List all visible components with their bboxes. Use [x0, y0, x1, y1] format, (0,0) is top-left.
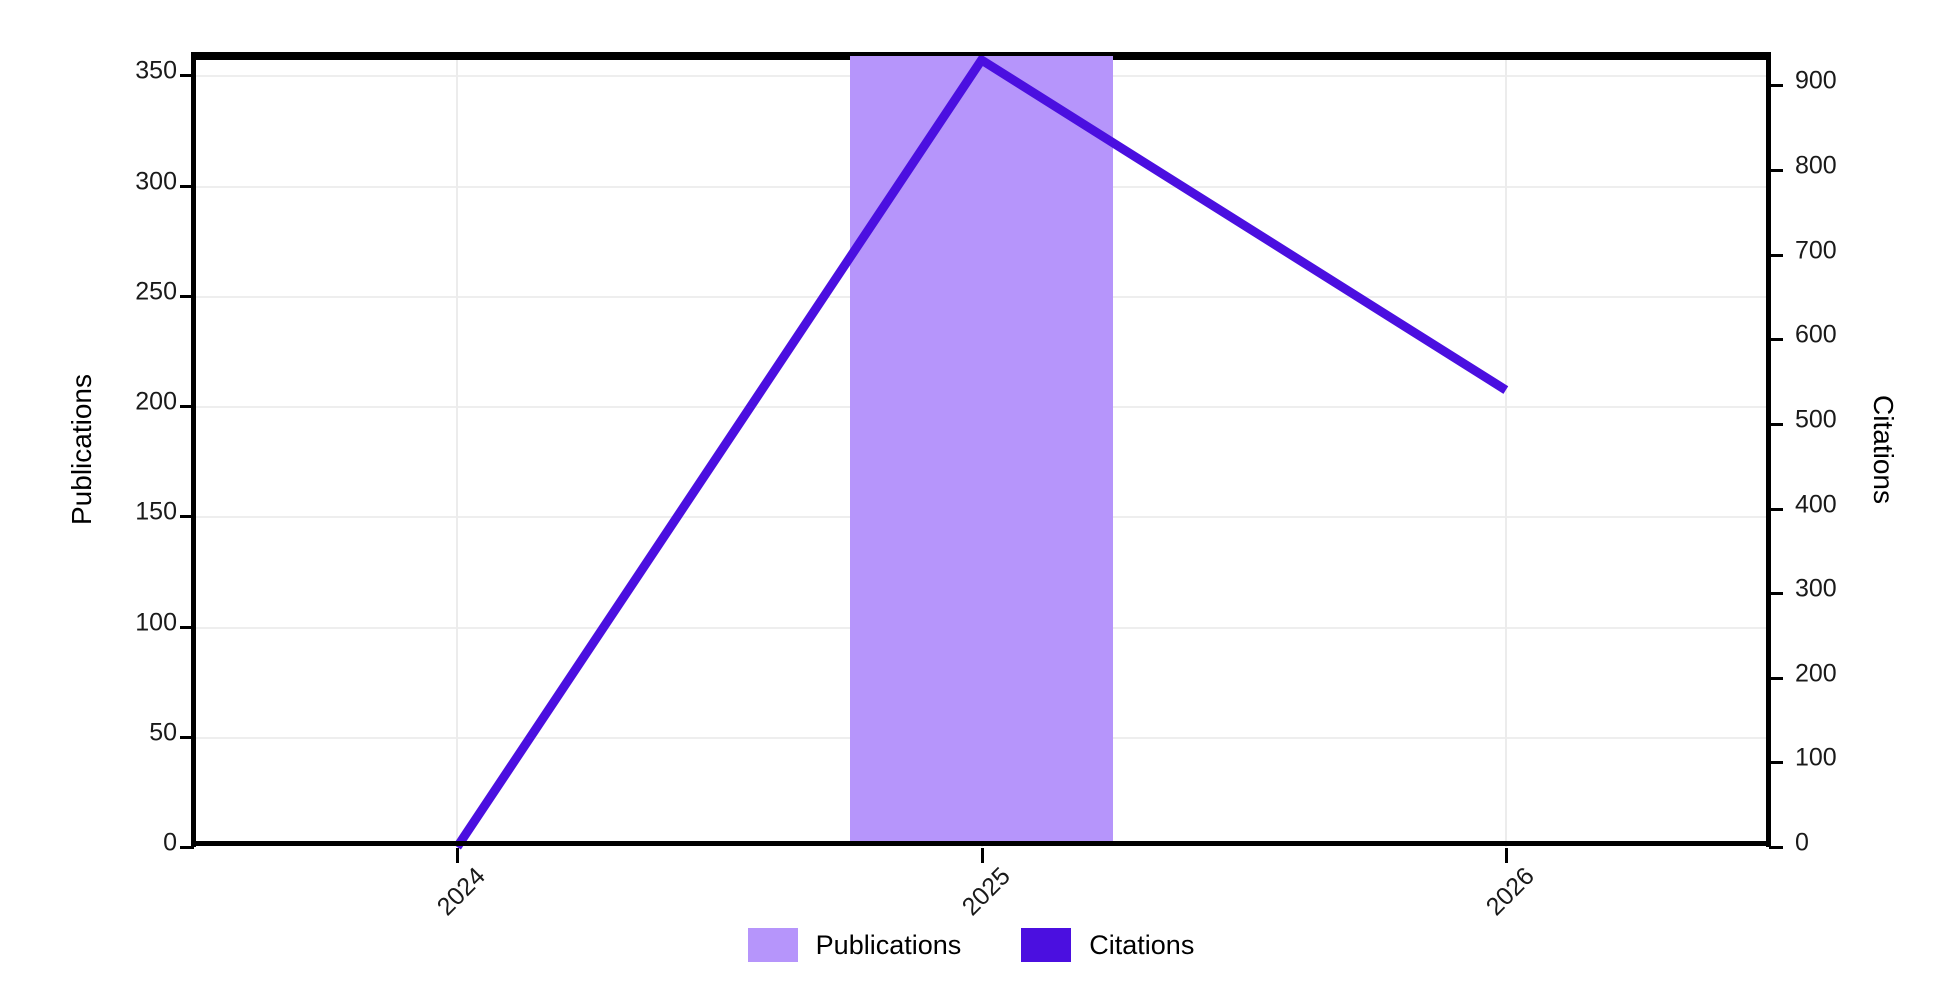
x-tick [1504, 848, 1508, 863]
y-tick-label-right: 600 [1795, 320, 1837, 349]
x-tick-label: 2024 [431, 862, 491, 922]
legend-swatch-publications [747, 928, 798, 962]
gridline-vertical [1504, 60, 1507, 847]
x-tick [456, 848, 460, 863]
y-tick-right [1769, 253, 1783, 257]
y-tick-label-right: 300 [1795, 574, 1837, 603]
y-tick-right [1769, 507, 1783, 511]
axis-top-spine [191, 52, 1771, 56]
y-axis-label-left: Publications [66, 374, 97, 525]
y-tick-right [1769, 422, 1783, 426]
gridline-vertical [456, 60, 459, 847]
axis-bottom-spine [191, 841, 1771, 846]
y-tick-left [180, 184, 194, 188]
y-tick-right [1769, 169, 1783, 172]
y-tick-label-right: 500 [1795, 405, 1837, 434]
axis-left-spine [191, 52, 196, 847]
y-tick-label-left: 200 [135, 387, 177, 416]
y-tick-left [180, 515, 194, 519]
y-tick-right [1769, 761, 1783, 765]
y-tick-label-right: 100 [1795, 743, 1837, 772]
y-tick-left [180, 735, 194, 739]
chart-legend: Publications Citations [0, 928, 1942, 962]
y-tick-label-left: 300 [135, 167, 177, 196]
y-tick-left [180, 846, 194, 849]
x-tick-label: 2025 [956, 862, 1016, 922]
legend-swatch-citations [1021, 928, 1072, 962]
y-tick-label-right: 800 [1795, 151, 1837, 180]
y-tick-left [180, 625, 194, 629]
y-tick-left [180, 294, 194, 298]
y-tick-label-left: 150 [135, 497, 177, 526]
x-tick-label: 2026 [1480, 862, 1540, 922]
y-tick-label-right: 700 [1795, 236, 1837, 265]
line-series-citations [453, 53, 1509, 850]
legend-label-publications: Publications [815, 929, 962, 960]
legend-label-citations: Citations [1089, 929, 1195, 960]
y-tick-label-left: 0 [163, 828, 177, 857]
y-tick-right [1769, 676, 1783, 680]
y-axis-label-right: Citations [1868, 395, 1899, 504]
y-tick-label-left: 350 [135, 56, 177, 85]
y-tick-label-left: 250 [135, 277, 177, 306]
legend-item-publications[interactable]: Publications [747, 928, 962, 962]
y-tick-label-left: 100 [135, 608, 177, 637]
y-tick-label-right: 0 [1795, 828, 1809, 857]
y-tick-label-left: 50 [149, 718, 177, 747]
y-tick-right [1769, 592, 1783, 596]
y-tick-label-right: 200 [1795, 659, 1837, 688]
y-tick-label-right: 900 [1795, 66, 1837, 95]
y-tick-left [180, 405, 194, 409]
axis-right-spine [1766, 52, 1771, 847]
y-tick-left [180, 74, 194, 78]
x-tick [980, 848, 984, 863]
y-tick-right [1769, 84, 1783, 88]
y-tick-right [1769, 338, 1783, 342]
y-tick-right [1769, 846, 1783, 849]
legend-item-citations[interactable]: Citations [1021, 928, 1194, 962]
y-tick-label-right: 400 [1795, 490, 1837, 518]
plot-area [180, 53, 1783, 863]
citations-polyline [453, 53, 1509, 850]
